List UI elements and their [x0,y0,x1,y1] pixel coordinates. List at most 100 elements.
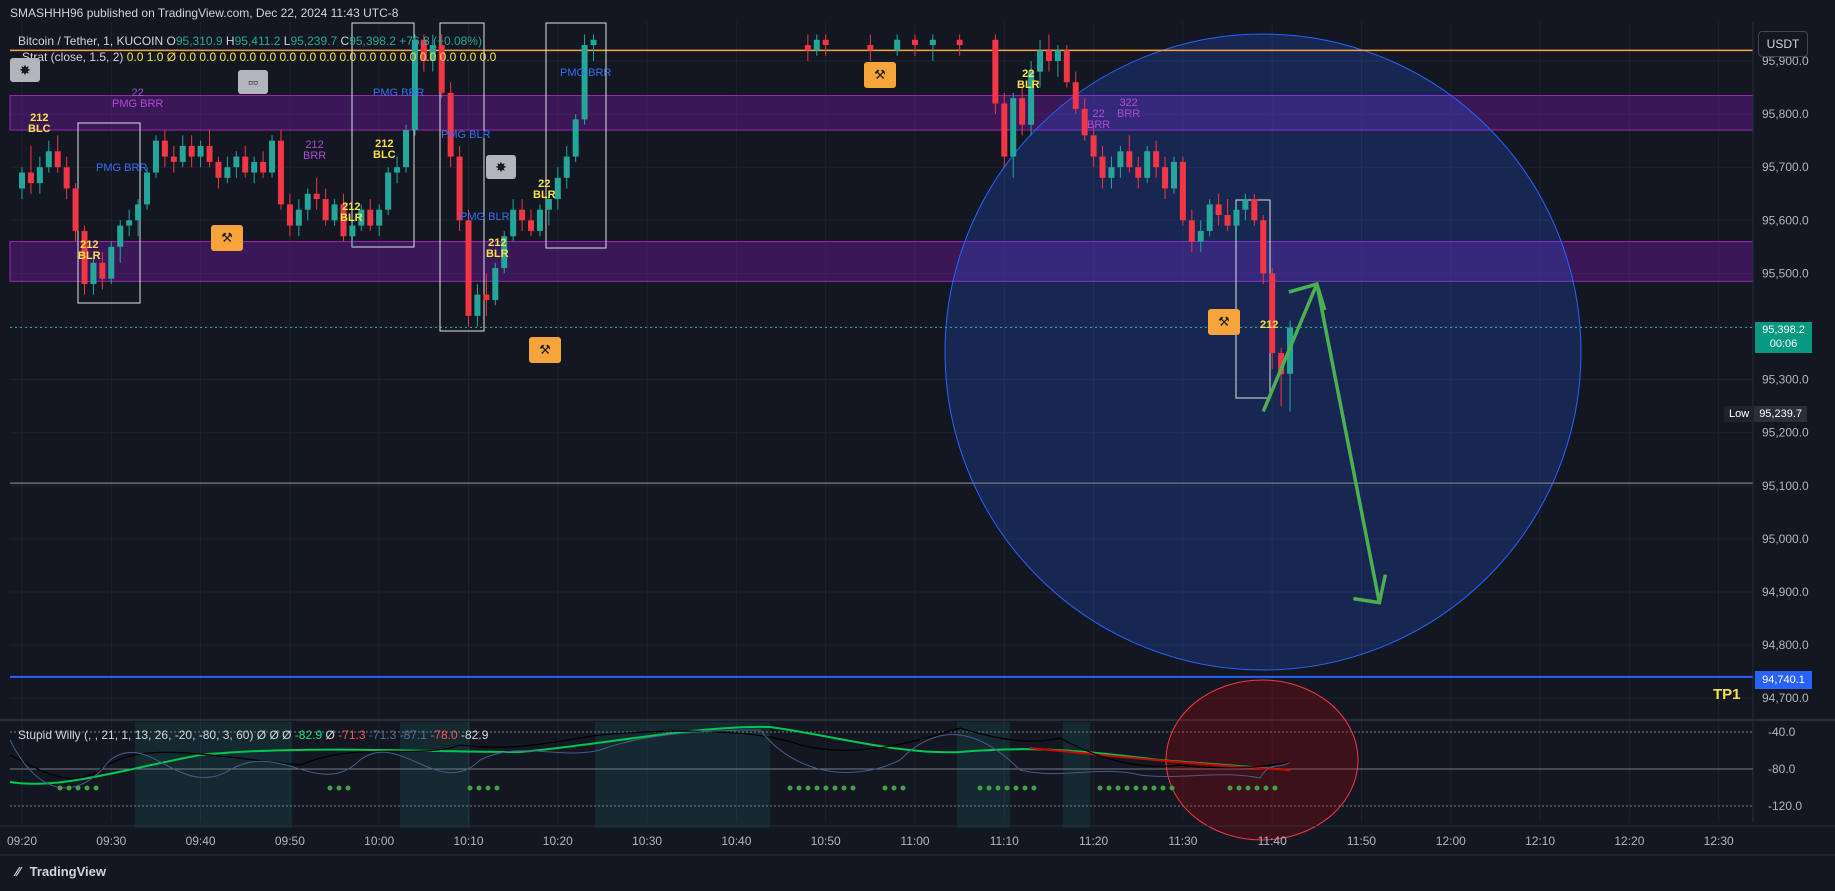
candle-body[interactable] [483,294,490,300]
candle-body[interactable] [510,209,517,237]
candle-body[interactable] [367,209,374,226]
candle-body[interactable] [867,45,874,51]
candle-body[interactable] [358,209,365,226]
currency-selector[interactable]: USDT [1758,31,1808,57]
candle-body[interactable] [492,268,499,300]
candle-body[interactable] [224,167,231,178]
symbol-name[interactable]: Bitcoin / Tether, 1, KUCOIN [18,34,164,48]
candle-body[interactable] [242,156,249,173]
candle-body[interactable] [1251,199,1258,221]
tradingview-brand[interactable]: ⁄⁄ TradingView [10,864,106,879]
candle-body[interactable] [563,156,570,178]
candle-body[interactable] [108,246,115,279]
hammer-icon[interactable]: ⚒ [1208,309,1240,335]
candle-body[interactable] [277,140,284,205]
strat-name[interactable]: Strat (close, 1.5, 2) [22,50,124,64]
candle-body[interactable] [206,145,213,162]
candle-body[interactable] [313,193,320,200]
candle-body[interactable] [1072,82,1079,109]
candle-body[interactable] [581,45,588,120]
candle-body[interactable] [545,199,552,210]
candle-body[interactable] [1090,135,1097,157]
candle-body[interactable] [929,39,936,46]
candle-body[interactable] [554,177,561,200]
candle-body[interactable] [528,220,535,231]
candle-body[interactable] [474,294,481,316]
candle-body[interactable] [456,156,463,221]
candle-body[interactable] [197,145,204,157]
candle-body[interactable] [1197,230,1204,242]
chat-signal-icon[interactable]: ▫▫ [238,70,268,94]
candle-body[interactable] [1099,156,1106,178]
candle-body[interactable] [894,39,901,51]
candle-body[interactable] [188,145,195,157]
candle-body[interactable] [81,230,88,285]
candle-body[interactable] [1117,151,1124,168]
candle-body[interactable] [1215,204,1222,215]
star-signal-icon[interactable]: ✸ [486,155,516,179]
candle-body[interactable] [1108,167,1115,178]
candle-body[interactable] [1081,108,1088,136]
osc-name[interactable]: Stupid Willy (, , 21, 1, 13, 26, -20, -8… [18,728,254,742]
hammer-icon[interactable]: ⚒ [211,225,243,251]
candle-body[interactable] [1179,161,1186,221]
candle-body[interactable] [1224,214,1231,226]
candle-body[interactable] [536,209,543,231]
candle-body[interactable] [813,39,820,51]
candle-body[interactable] [1135,167,1142,178]
candle-body[interactable] [45,151,52,168]
candle-body[interactable] [992,39,999,104]
candle-body[interactable] [322,199,329,221]
candle-body[interactable] [54,151,61,168]
candle-body[interactable] [956,39,963,46]
candle-body[interactable] [1242,199,1249,210]
candle-body[interactable] [1045,50,1052,61]
candle-body[interactable] [1170,161,1177,189]
candle-body[interactable] [99,262,106,279]
candle-body[interactable] [1260,220,1267,274]
candle-body[interactable] [1269,273,1276,354]
candle-body[interactable] [402,130,409,168]
candle-body[interactable] [19,172,25,189]
candle-body[interactable] [152,140,159,173]
candle-body[interactable] [1019,98,1026,125]
candle-body[interactable] [429,45,436,61]
candle-body[interactable] [90,262,97,285]
candle-body[interactable] [376,209,383,226]
candle-body[interactable] [295,209,302,226]
candle-body[interactable] [1028,71,1035,125]
candle-body[interactable] [385,172,392,210]
candle-body[interactable] [251,161,258,173]
candle-body[interactable] [438,45,445,93]
candle-body[interactable] [912,39,918,46]
candle-body[interactable] [1144,151,1151,178]
candle-body[interactable] [161,140,168,157]
candle-body[interactable] [135,204,142,221]
candle-body[interactable] [822,39,829,46]
candle-body[interactable] [1206,204,1213,231]
candle-body[interactable] [1001,103,1008,157]
candle-body[interactable] [144,172,151,205]
candle-body[interactable] [447,92,454,157]
candle-body[interactable] [1153,151,1160,168]
candle-body[interactable] [233,156,240,168]
hammer-icon[interactable]: ⚒ [864,62,896,88]
symbol-legend[interactable]: Bitcoin / Tether, 1, KUCOIN O95,310.9 H9… [18,34,482,48]
candle-body[interactable] [170,156,177,162]
candle-body[interactable] [590,39,597,46]
candle-body[interactable] [215,161,222,178]
candle-body[interactable] [411,39,418,131]
candle-body[interactable] [501,236,508,269]
candle-body[interactable] [72,188,79,231]
candle-body[interactable] [572,119,579,157]
candle-body[interactable] [331,204,338,221]
candle-body[interactable] [1188,220,1195,242]
candle-body[interactable] [63,167,70,189]
candle-body[interactable] [394,167,401,173]
candle-body[interactable] [36,167,43,184]
candle-body[interactable] [117,225,124,247]
candle-body[interactable] [304,193,311,210]
candle-body[interactable] [804,45,811,51]
